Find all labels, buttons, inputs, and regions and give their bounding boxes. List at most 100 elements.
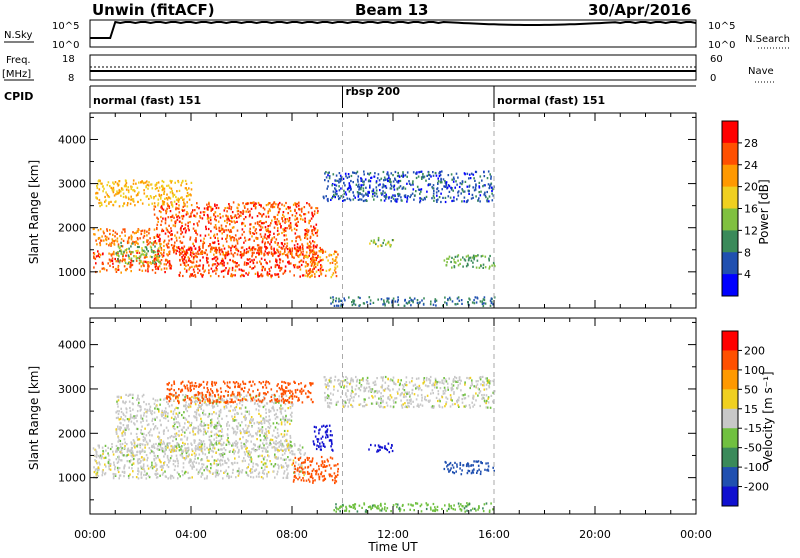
scatter-cell	[185, 229, 187, 231]
scatter-cell	[198, 393, 200, 395]
scatter-cell	[181, 434, 183, 436]
scatter-cell	[243, 211, 245, 213]
scatter-cell	[154, 455, 156, 457]
scatter-cell	[117, 426, 119, 428]
scatter-cell	[327, 174, 329, 176]
scatter-cell	[98, 202, 100, 204]
scatter-cell	[200, 211, 202, 213]
scatter-cell	[170, 475, 172, 477]
scatter-cell	[132, 417, 134, 419]
scatter-cell	[234, 396, 236, 398]
scatter-cell	[465, 181, 467, 183]
scatter-cell	[192, 462, 194, 464]
scatter-cell	[186, 183, 188, 185]
scatter-cell	[121, 231, 123, 233]
scatter-cell	[245, 203, 247, 205]
scatter-cell	[202, 474, 204, 476]
scatter-cell	[237, 230, 239, 232]
scatter-cell	[480, 175, 482, 177]
scatter-cell	[189, 199, 191, 201]
scatter-cell	[473, 299, 475, 301]
scatter-cell	[234, 416, 236, 418]
scatter-cell	[143, 436, 145, 438]
scatter-cell	[189, 258, 191, 260]
scatter-cell	[105, 199, 107, 201]
scatter-cell	[267, 391, 269, 393]
scatter-cell	[265, 226, 267, 228]
scatter-cell	[164, 190, 166, 192]
scatter-cell	[241, 388, 243, 390]
scatter-cell	[300, 253, 302, 255]
scatter-cell	[158, 202, 160, 204]
freq-label: Freq.	[6, 55, 31, 66]
scatter-cell	[158, 247, 160, 249]
scatter-cell	[268, 242, 270, 244]
scatter-cell	[155, 268, 157, 270]
scatter-cell	[279, 223, 281, 225]
scatter-cell	[150, 406, 152, 408]
scatter-cell	[265, 221, 267, 223]
scatter-cell	[248, 475, 250, 477]
scatter-cell	[211, 247, 213, 249]
scatter-cell	[240, 383, 242, 385]
scatter-cell	[352, 299, 354, 301]
scatter-cell	[183, 411, 185, 413]
scatter-cell	[285, 265, 287, 267]
scatter-cell	[178, 204, 180, 206]
scatter-cell	[160, 243, 162, 245]
scatter-cell	[117, 447, 119, 449]
scatter-cell	[167, 203, 169, 205]
scatter-cell	[491, 297, 493, 299]
scatter-cell	[170, 410, 172, 412]
scatter-cell	[358, 184, 360, 186]
scatter-cell	[235, 440, 237, 442]
scatter-cell	[292, 450, 294, 452]
scatter-cell	[270, 400, 272, 402]
scatter-cell	[242, 381, 244, 383]
scatter-cell	[100, 244, 102, 246]
scatter-cell	[250, 249, 252, 251]
scatter-cell	[285, 458, 287, 460]
scatter-cell	[441, 188, 443, 190]
scatter-cell	[294, 471, 296, 473]
scatter-cell	[453, 196, 455, 198]
scatter-cell	[268, 268, 270, 270]
scatter-cell	[489, 187, 491, 189]
scatter-cell	[158, 190, 160, 192]
scatter-cell	[229, 387, 231, 389]
scatter-cell	[201, 425, 203, 427]
scatter-cell	[476, 301, 478, 303]
scatter-cell	[130, 270, 132, 272]
scatter-cell	[156, 255, 158, 257]
scatter-cell	[155, 443, 157, 445]
scatter-cell	[320, 269, 322, 271]
scatter-cell	[249, 381, 251, 383]
scatter-cell	[249, 454, 251, 456]
scatter-cell	[212, 209, 214, 211]
scatter-cell	[354, 197, 356, 199]
scatter-cell	[338, 185, 340, 187]
scatter-cell	[191, 476, 193, 478]
scatter-cell	[124, 447, 126, 449]
scatter-cell	[257, 389, 259, 391]
scatter-cell	[359, 297, 361, 299]
scatter-cell	[137, 410, 139, 412]
scatter-cell	[292, 398, 294, 400]
scatter-cell	[358, 196, 360, 198]
scatter-cell	[200, 273, 202, 275]
scatter-cell	[289, 397, 291, 399]
scatter-cell	[433, 175, 435, 177]
scatter-cell	[216, 389, 218, 391]
scatter-cell	[199, 424, 201, 426]
scatter-cell	[140, 417, 142, 419]
scatter-cell	[176, 455, 178, 457]
scatter-cell	[120, 422, 122, 424]
scatter-cell	[294, 219, 296, 221]
scatter-cell	[457, 260, 459, 262]
scatter-cell	[278, 465, 280, 467]
scatter-cell	[225, 229, 227, 231]
scatter-cell	[359, 192, 361, 194]
scatter-cell	[133, 183, 135, 185]
scatter-cell	[168, 216, 170, 218]
scatter-cell	[367, 173, 369, 175]
